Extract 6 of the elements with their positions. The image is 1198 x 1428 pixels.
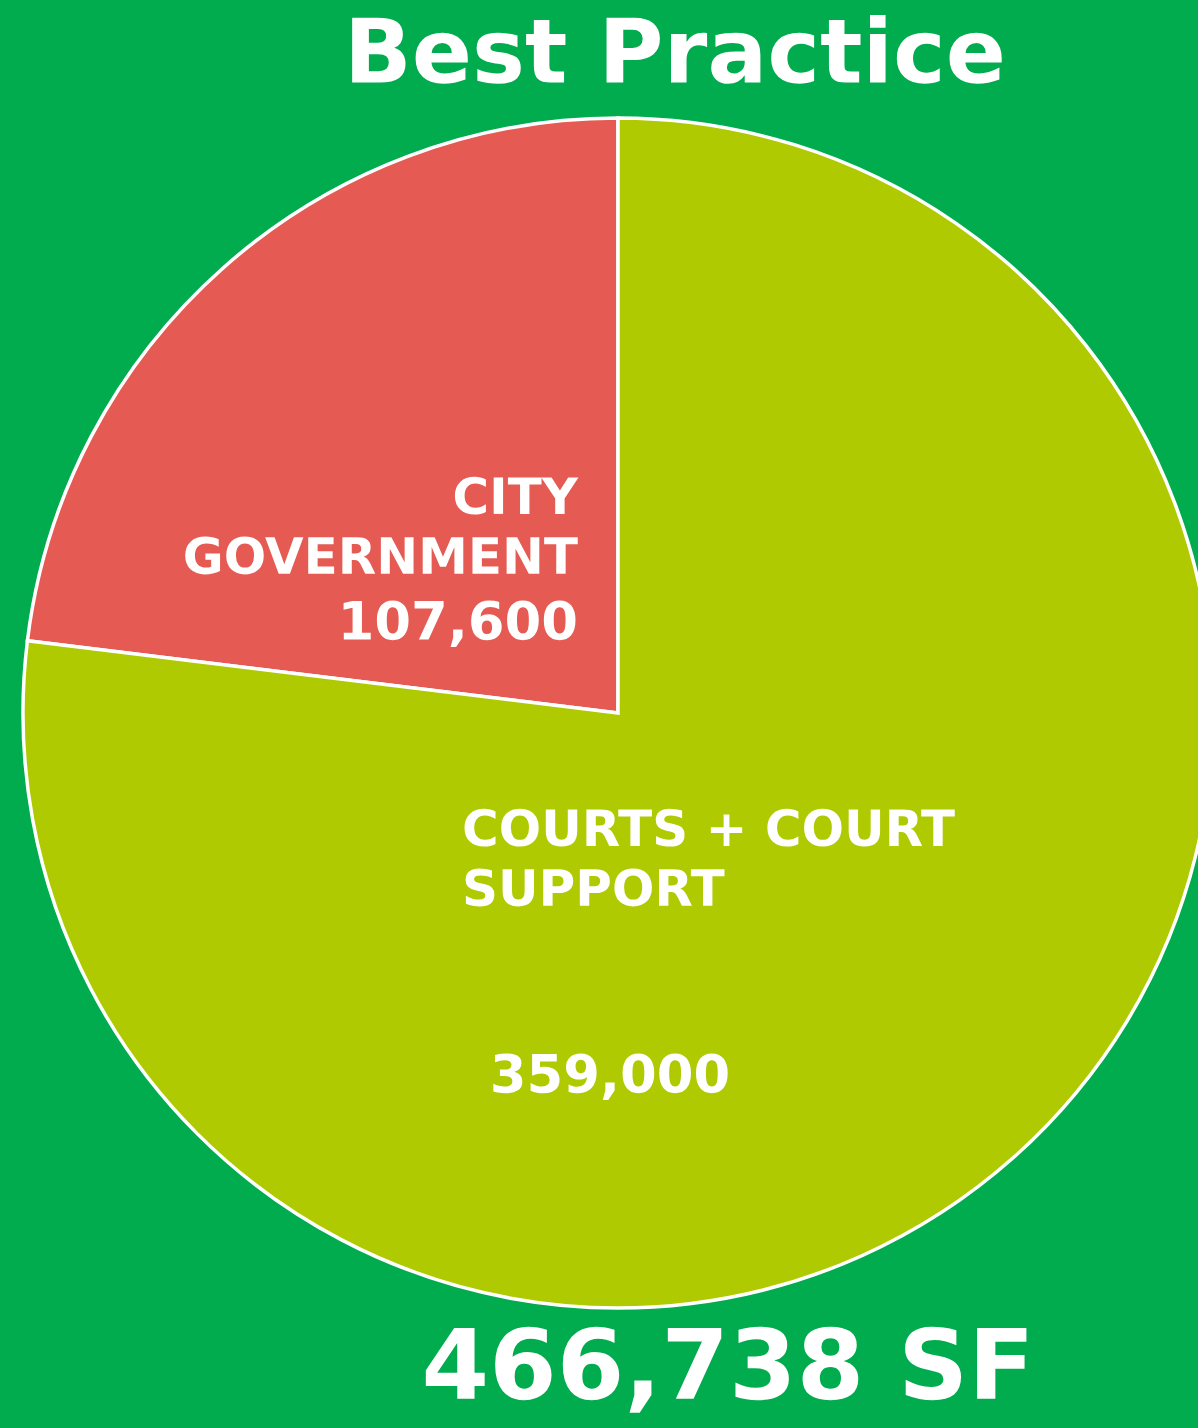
chart-title: Best Practice bbox=[352, 14, 1002, 84]
slice-label: COURTS + COURT SUPPORT bbox=[464, 808, 955, 907]
data-label: 359,000 bbox=[493, 1053, 728, 1101]
text: 466,738 SF bbox=[425, 1326, 1027, 1413]
data-label: 107,600 bbox=[343, 600, 576, 648]
slice-label: CITY GOVERNMENT bbox=[185, 476, 579, 575]
